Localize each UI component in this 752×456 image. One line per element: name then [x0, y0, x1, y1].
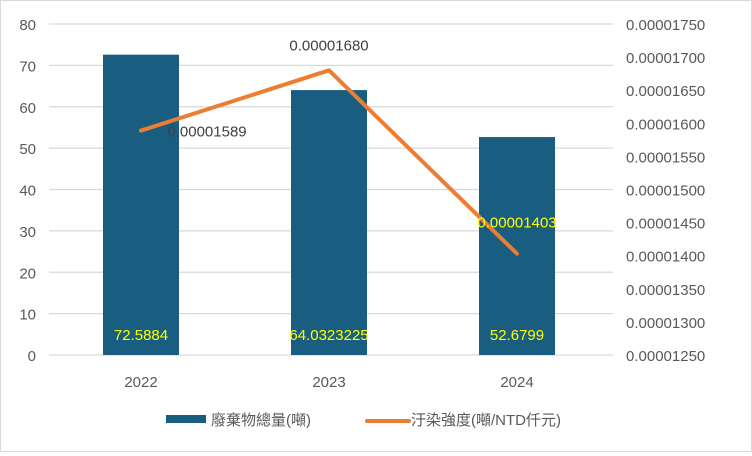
- x-axis-tick-label: 2024: [500, 374, 533, 391]
- x-axis-tick-label: 2022: [124, 374, 157, 391]
- left-axis-tick-label: 70: [19, 58, 36, 75]
- right-axis-tick-label: 0.00001350: [626, 282, 705, 299]
- x-axis-tick-label: 2023: [312, 374, 345, 391]
- line-data-label: 0.00001403: [477, 215, 556, 232]
- line-point-2023: [328, 69, 330, 72]
- line-point-2024: [516, 252, 518, 255]
- right-axis-tick-label: 0.00001500: [626, 183, 705, 200]
- bar-data-label: 64.0323225: [289, 327, 368, 344]
- line-data-label: 0.00001589: [167, 124, 246, 141]
- left-axis-tick-label: 10: [19, 307, 36, 324]
- left-axis-tick-label: 50: [19, 141, 36, 158]
- right-axis-tick-label: 0.00001450: [626, 216, 705, 233]
- right-axis-tick-label: 0.00001550: [626, 149, 705, 166]
- left-axis-tick-label: 20: [19, 265, 36, 282]
- bar-2022: [103, 54, 179, 355]
- right-axis-tick-label: 0.00001400: [626, 249, 705, 266]
- left-axis-tick-label: 40: [19, 183, 36, 200]
- bar-data-label: 72.5884: [114, 327, 168, 344]
- line-data-label: 0.00001680: [289, 37, 368, 54]
- legend-bar-label: 廢棄物總量(噸): [211, 411, 311, 429]
- right-axis-tick-label: 0.00001750: [626, 17, 705, 34]
- left-axis-tick-label: 0: [28, 348, 36, 365]
- line-point-2022: [140, 129, 142, 132]
- bar-data-label: 52.6799: [490, 327, 544, 344]
- right-axis-tick-label: 0.00001600: [626, 116, 705, 133]
- bar-2023: [291, 90, 367, 355]
- right-axis-tick-label: 0.00001250: [626, 348, 705, 365]
- right-axis-tick-label: 0.00001650: [626, 83, 705, 100]
- left-axis-tick-label: 80: [19, 17, 36, 34]
- left-axis-tick-label: 30: [19, 224, 36, 241]
- bar-2024: [479, 137, 555, 355]
- right-axis-tick-label: 0.00001300: [626, 315, 705, 332]
- right-axis-tick-label: 0.00001700: [626, 50, 705, 67]
- left-axis-tick-label: 60: [19, 100, 36, 117]
- legend-line-label: 汙染強度(噸/NTD仟元): [411, 412, 561, 429]
- legend-bar-swatch: [166, 415, 206, 423]
